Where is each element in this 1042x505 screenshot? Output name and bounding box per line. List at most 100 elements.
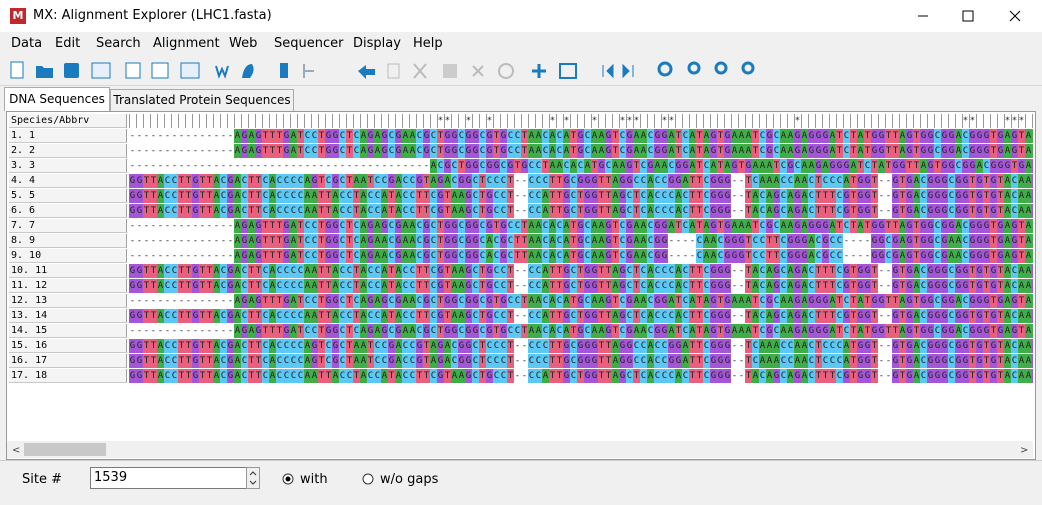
insert-icon[interactable] (559, 63, 577, 79)
base: G (626, 129, 633, 143)
base: G (962, 339, 969, 353)
translate-icon[interactable] (91, 62, 111, 79)
h-scrollbar[interactable]: < > (7, 441, 1033, 458)
base: C (759, 264, 766, 278)
menu-item[interactable]: Display (353, 36, 401, 51)
base: G (465, 174, 472, 188)
base: C (948, 174, 955, 188)
base: C (528, 279, 535, 293)
base: C (297, 369, 304, 383)
base: A (794, 174, 801, 188)
base: T (689, 189, 696, 203)
base: A (360, 129, 367, 143)
menu-item[interactable]: Edit (55, 36, 81, 51)
base: A (213, 339, 220, 353)
find-prev-icon[interactable] (687, 61, 701, 75)
undo-icon[interactable] (358, 65, 375, 79)
site-input[interactable]: 1539 (90, 467, 251, 489)
base: T (997, 189, 1004, 203)
base: A (409, 249, 416, 263)
base: C (759, 189, 766, 203)
toolbar-icons[interactable] (0, 56, 800, 85)
base: C (654, 279, 661, 293)
menu-item[interactable]: Sequencer (274, 36, 344, 51)
sequence-row: 13. 14 G G T T A C C T T G T T A C G A C T T C A C C C C A A T T A C C T A… (9, 309, 1035, 324)
base: T (178, 369, 185, 383)
find-next-icon[interactable] (714, 61, 728, 75)
add-icon[interactable] (532, 64, 546, 78)
base: C (353, 324, 360, 338)
base: T (262, 129, 269, 143)
dna-icon[interactable] (151, 62, 169, 79)
open-icon[interactable] (36, 66, 53, 78)
paste-icon[interactable] (443, 64, 457, 78)
w-icon[interactable] (215, 65, 229, 79)
base: G (311, 174, 318, 188)
base: G (822, 294, 829, 308)
base: T (850, 144, 857, 158)
spinner[interactable] (246, 467, 260, 489)
menu-item[interactable]: Web (229, 36, 258, 51)
menu-item[interactable]: Help (413, 36, 443, 51)
base: T (815, 264, 822, 278)
base: G (962, 159, 969, 173)
base: T (612, 219, 619, 233)
search-icon[interactable] (657, 61, 673, 77)
base: C (780, 189, 787, 203)
base: G (878, 219, 885, 233)
radio-wo[interactable] (362, 473, 374, 485)
atcg-icon[interactable] (180, 62, 200, 79)
menu-item[interactable]: Search (96, 36, 141, 51)
base: G (997, 144, 1004, 158)
close[interactable] (1009, 10, 1021, 22)
base: G (325, 234, 332, 248)
delete-icon[interactable] (472, 65, 484, 77)
next-icon[interactable] (622, 63, 634, 79)
scroll-thumb[interactable] (24, 443, 106, 456)
cut-icon[interactable] (413, 63, 427, 79)
base: T (612, 324, 619, 338)
prev-icon[interactable] (602, 63, 614, 79)
base: G (584, 309, 591, 323)
new-icon[interactable] (10, 61, 24, 79)
base: G (724, 234, 731, 248)
options-icon[interactable] (125, 62, 141, 79)
maximize[interactable] (962, 10, 974, 22)
radio-with-label[interactable]: with (300, 472, 328, 487)
menu-item[interactable]: Alignment (153, 36, 220, 51)
base: G (332, 129, 339, 143)
gap-icon[interactable] (498, 63, 514, 79)
base: A (1025, 234, 1032, 248)
base: C (647, 249, 654, 263)
base: C (479, 159, 486, 173)
base: T (318, 144, 325, 158)
alignment-grid[interactable]: Species/Abbrv * * * * * * * * * * * * * * * *… (6, 111, 1036, 460)
base: G (605, 249, 612, 263)
save-icon[interactable] (64, 63, 79, 78)
base: A (1032, 129, 1033, 143)
base: - (731, 189, 738, 203)
tab-active[interactable]: DNA Sequences (4, 87, 110, 111)
find-motif-icon[interactable] (741, 61, 755, 75)
base: C (759, 369, 766, 383)
scroll-right[interactable]: > (1020, 445, 1029, 456)
base: - (514, 369, 521, 383)
base: A (269, 279, 276, 293)
radio-wo-label[interactable]: w/o gaps (380, 472, 439, 487)
base: G (857, 189, 864, 203)
radio-with[interactable] (282, 473, 294, 485)
muscle-icon[interactable] (242, 64, 254, 78)
base: C (787, 354, 794, 368)
base: A (675, 204, 682, 218)
menu-item[interactable]: Data (11, 36, 43, 51)
block-icon[interactable] (280, 63, 288, 78)
copy-icon[interactable] (387, 63, 400, 79)
base (731, 114, 738, 128)
window-controls[interactable] (900, 0, 1042, 32)
base: T (549, 264, 556, 278)
tab[interactable]: Translated Protein Sequences (110, 89, 294, 111)
scroll-left[interactable]: < (12, 445, 21, 456)
mark-icon[interactable] (303, 64, 314, 78)
base: A (640, 129, 647, 143)
base: C (500, 369, 507, 383)
